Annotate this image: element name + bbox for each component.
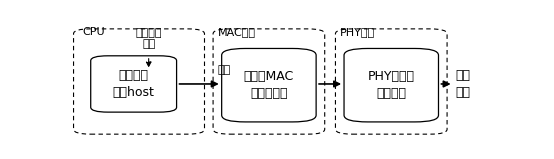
Text: 数据: 数据 xyxy=(217,65,230,75)
FancyBboxPatch shape xyxy=(222,48,316,122)
Text: PHY以太网
接口模块: PHY以太网 接口模块 xyxy=(368,70,415,100)
Text: 报文控制
主机host: 报文控制 主机host xyxy=(112,69,155,99)
FancyBboxPatch shape xyxy=(344,48,439,122)
Text: 报文
发送: 报文 发送 xyxy=(456,69,471,99)
Text: MAC芯片: MAC芯片 xyxy=(217,27,255,37)
Text: CPU: CPU xyxy=(82,27,105,37)
Text: PHY芯片: PHY芯片 xyxy=(340,27,375,37)
FancyBboxPatch shape xyxy=(91,56,177,112)
Text: 定时中断
触发: 定时中断 触发 xyxy=(135,28,162,49)
Text: 以太网MAC
控制器模块: 以太网MAC 控制器模块 xyxy=(244,70,294,100)
